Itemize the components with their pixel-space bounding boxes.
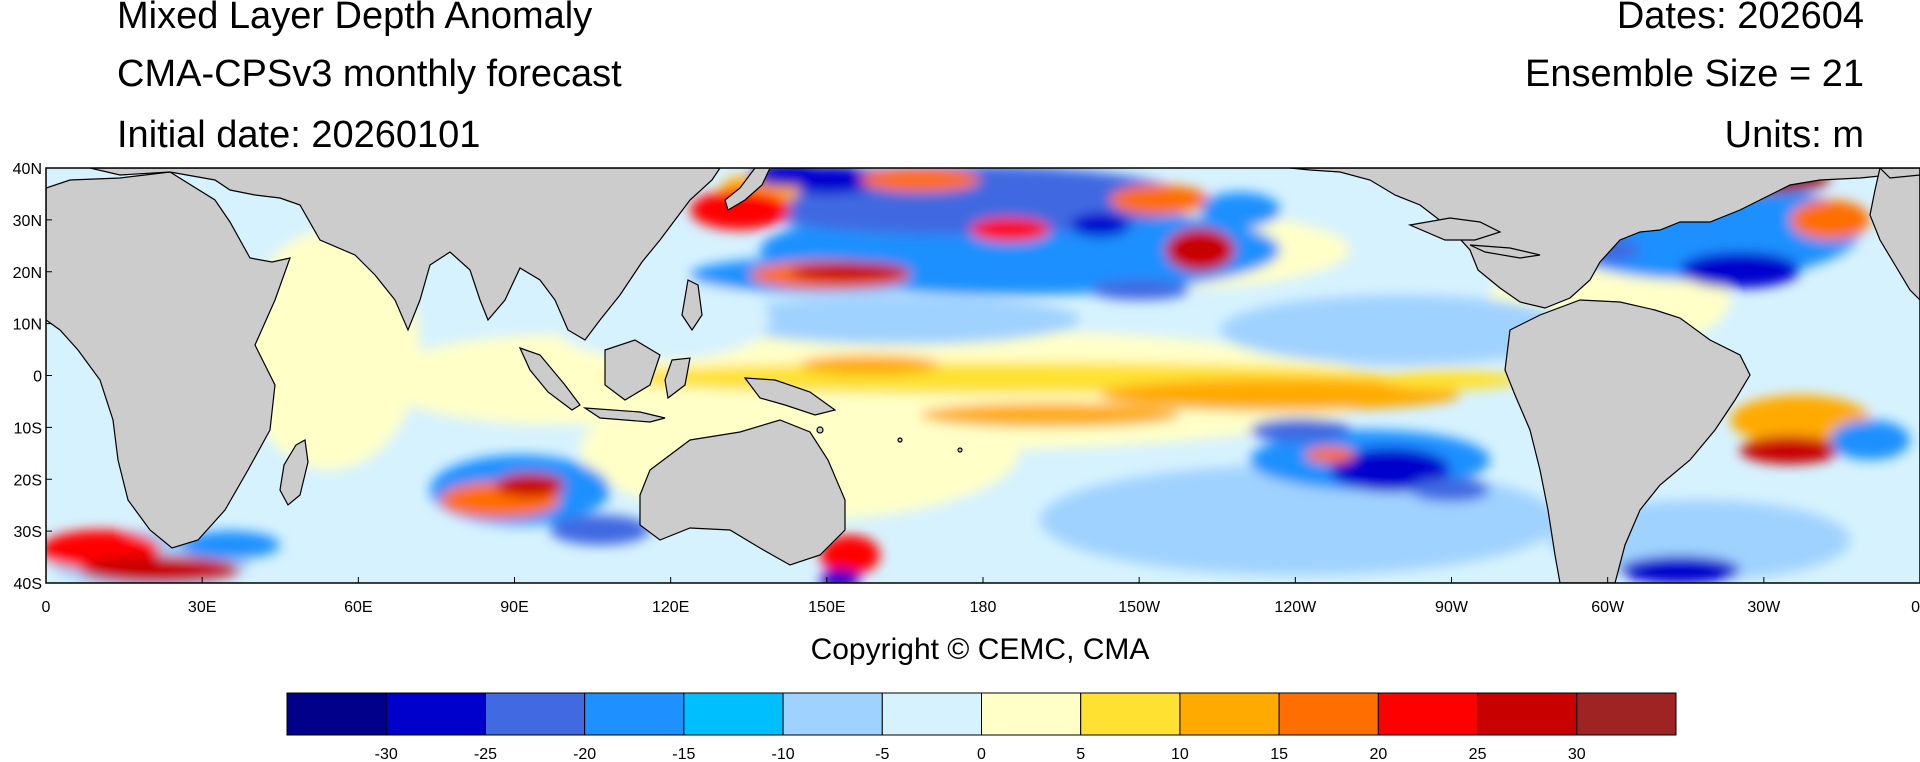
colorbar-tick-label: -5 bbox=[875, 746, 889, 762]
colorbar-tick-label: -30 bbox=[375, 746, 398, 762]
lon-tick-label: 120E bbox=[652, 599, 689, 616]
gulf-coast-land bbox=[1407, 217, 1502, 241]
colorbar-swatch bbox=[1377, 692, 1479, 736]
chart-title: Mixed Layer Depth Anomaly bbox=[117, 0, 593, 37]
lat-tick-label: 30S bbox=[14, 524, 42, 541]
colorbar-tick-label: 20 bbox=[1369, 746, 1387, 762]
borneo-land bbox=[604, 339, 661, 401]
colorbar-swatch bbox=[286, 692, 387, 736]
colorbar-swatch bbox=[385, 692, 486, 736]
colorbar-swatch bbox=[683, 692, 784, 736]
java-land bbox=[582, 407, 666, 423]
lon-tick-label: 180 bbox=[970, 599, 997, 616]
eurasia-land bbox=[89, 168, 721, 341]
colorbar-tick-label: -10 bbox=[772, 746, 795, 762]
lat-tick-label: 10S bbox=[14, 420, 42, 437]
lat-tick-label: 40S bbox=[14, 576, 42, 593]
lon-tick-label: 60W bbox=[1591, 599, 1625, 616]
colorbar-tick-label: -20 bbox=[573, 746, 596, 762]
cuba-land bbox=[1469, 244, 1541, 259]
north-america-land bbox=[1289, 168, 1920, 309]
landmasses bbox=[46, 168, 1920, 583]
lon-tick-label: 150E bbox=[808, 599, 845, 616]
sumatra-land bbox=[518, 346, 581, 411]
colorbar-tick-label: 15 bbox=[1270, 746, 1288, 762]
lon-tick-label: 120W bbox=[1274, 599, 1317, 616]
nw-africa-land bbox=[1879, 168, 1920, 179]
colorbar-tick-label: 5 bbox=[1076, 746, 1085, 762]
colorbar-swatch bbox=[584, 692, 685, 736]
copyright-text: Copyright © CEMC, CMA bbox=[810, 633, 1150, 666]
longitude-axis: 0 30E 60E 90E 120E 150E 180 150W 120W 90W 60W 30W 0 bbox=[42, 577, 1920, 616]
colorbar-swatch bbox=[1477, 692, 1578, 736]
colorbar-swatch bbox=[1576, 692, 1677, 736]
dates-label: Dates: 202604 bbox=[1616, 0, 1864, 37]
south-america-land bbox=[1504, 299, 1751, 583]
colorbar-tick-label: 25 bbox=[1469, 746, 1487, 762]
lat-tick-label: 10N bbox=[13, 317, 42, 334]
colorbar-swatch bbox=[981, 692, 1082, 736]
lon-tick-label: 90E bbox=[500, 599, 528, 616]
east-atlantic-land bbox=[1869, 168, 1920, 301]
colorbar-swatch bbox=[484, 692, 586, 736]
colorbar-swatch bbox=[1278, 692, 1379, 736]
madagascar-land bbox=[279, 439, 309, 506]
australia-land bbox=[639, 419, 846, 566]
model-label: CMA-CPSv3 monthly forecast bbox=[117, 53, 622, 95]
ensemble-size-label: Ensemble Size = 21 bbox=[1524, 53, 1864, 95]
lat-tick-label: 40N bbox=[13, 161, 42, 178]
new-guinea-land bbox=[743, 377, 837, 416]
philippines-land bbox=[681, 279, 703, 332]
sulawesi-land bbox=[664, 357, 691, 400]
lon-tick-label: 0 bbox=[1911, 599, 1920, 616]
units-label: Units: m bbox=[1724, 114, 1864, 156]
lon-tick-label: 60E bbox=[344, 599, 372, 616]
colorbar-tick-label: -15 bbox=[672, 746, 695, 762]
initial-date-label: Initial date: 20260101 bbox=[117, 114, 481, 156]
colorbar-swatch bbox=[1179, 692, 1280, 736]
lon-tick-label: 90W bbox=[1435, 599, 1469, 616]
map-plot-area bbox=[46, 168, 1920, 583]
latitude-axis: 40N 30N 20N 10N 0 10S 20S 30S 40S bbox=[13, 161, 52, 593]
lon-tick-label: 30E bbox=[188, 599, 216, 616]
colorbar-tick-label: -25 bbox=[474, 746, 497, 762]
lat-tick-label: 20N bbox=[13, 265, 42, 282]
africa-land bbox=[46, 171, 291, 549]
lon-tick-label: 150W bbox=[1118, 599, 1161, 616]
lat-tick-label: 0 bbox=[33, 369, 42, 386]
lat-tick-label: 20S bbox=[14, 472, 42, 489]
colorbar-tick-label: 0 bbox=[977, 746, 986, 762]
lon-tick-label: 30W bbox=[1747, 599, 1781, 616]
colorbar: -30 -25 -20 -15 -10 -5 0 5 10 15 20 25 30 bbox=[286, 692, 1677, 762]
colorbar-tick-label: 10 bbox=[1171, 746, 1189, 762]
colorbar-swatch bbox=[782, 692, 883, 736]
colorbar-tick-label: 30 bbox=[1568, 746, 1586, 762]
colorbar-swatch bbox=[1080, 692, 1181, 736]
colorbar-swatch bbox=[881, 692, 982, 736]
lat-tick-label: 30N bbox=[13, 213, 42, 230]
lon-tick-label: 0 bbox=[42, 599, 51, 616]
japan-land bbox=[724, 168, 771, 211]
